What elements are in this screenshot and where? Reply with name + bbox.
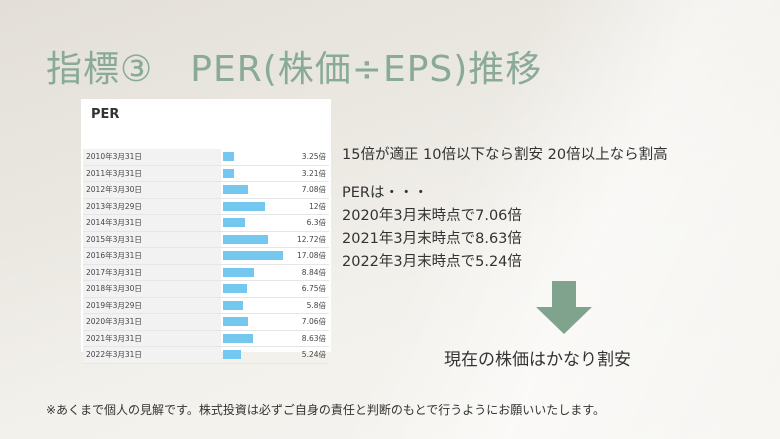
- chart-value-label: 3.21倍: [301, 168, 326, 178]
- chart-row: 2012年3月30日 7.08倍: [83, 182, 329, 199]
- conclusion-text: 現在の株価はかなり割安: [444, 350, 631, 370]
- chart-row: 2022年3月31日 5.24倍: [83, 347, 329, 364]
- chart-bar: [223, 300, 243, 310]
- chart-category-label: 2014年3月31日: [83, 215, 221, 231]
- chart-row: 2014年3月31日 6.3倍: [83, 215, 329, 232]
- chart-bar: [223, 201, 265, 211]
- chart-category-label: 2013年3月29日: [83, 198, 221, 214]
- chart-value-label: 7.08倍: [301, 185, 326, 195]
- chart-value-label: 12倍: [308, 201, 326, 211]
- slide-title: 指標③ PER(株価÷EPS)推移: [46, 49, 543, 90]
- chart-value-label: 17.08倍: [297, 251, 326, 261]
- chart-bar: [223, 234, 268, 244]
- chart-row: 2019年3月29日 5.8倍: [83, 297, 329, 314]
- chart-bar: [223, 152, 234, 161]
- chart-rows: 2010年3月31日 3.25倍 2011年3月31日 3.21倍 2012年3月30日…: [83, 149, 329, 364]
- per-line-2020: 2020年3月末時点で7.06倍: [342, 208, 522, 224]
- chart-row: 2015年3月31日 12.72倍: [83, 231, 329, 248]
- chart-bar: [223, 185, 248, 194]
- chart-category-label: 2011年3月31日: [83, 165, 221, 181]
- disclaimer-note: ※あくまで個人の見解です。株式投資は必ずご自身の責任と判断のもとで行うようにお願…: [46, 403, 606, 417]
- chart-title: PER: [91, 107, 120, 122]
- chart-category-label: 2016年3月31日: [83, 248, 221, 264]
- chart-value-label: 5.8倍: [306, 300, 326, 310]
- per-chart-panel: PER 2010年3月31日 3.25倍 2011年3月31日 3.21倍 2012年3…: [81, 99, 331, 364]
- chart-row: 2020年3月31日 7.06倍: [83, 314, 329, 331]
- chart-row: 2010年3月31日 3.25倍: [83, 149, 329, 166]
- chart-bar: [223, 317, 248, 326]
- chart-category-label: 2020年3月31日: [83, 314, 221, 330]
- chart-row: 2018年3月30日 6.75倍: [83, 281, 329, 298]
- chart-row: 2017年3月31日 8.84倍: [83, 264, 329, 281]
- chart-bar: [223, 284, 247, 293]
- chart-bar: [223, 251, 283, 260]
- chart-row: 2013年3月29日 12倍: [83, 198, 329, 215]
- chart-row: 2016年3月31日 17.08倍: [83, 248, 329, 265]
- chart-bar: [223, 333, 253, 343]
- chart-value-label: 3.25倍: [301, 152, 326, 162]
- chart-value-label: 8.84倍: [301, 267, 326, 277]
- per-line-2022: 2022年3月末時点で5.24倍: [342, 254, 522, 270]
- per-intro: PERは・・・: [342, 185, 428, 201]
- per-line-2021: 2021年3月末時点で8.63倍: [342, 231, 522, 247]
- chart-category-label: 2010年3月31日: [83, 149, 221, 165]
- chart-category-label: 2022年3月31日: [83, 347, 221, 363]
- chart-bar: [223, 218, 245, 227]
- chart-category-label: 2017年3月31日: [83, 264, 221, 280]
- chart-value-label: 5.24倍: [301, 350, 326, 360]
- chart-category-label: 2015年3月31日: [83, 231, 221, 247]
- chart-category-label: 2012年3月30日: [83, 182, 221, 198]
- chart-row: 2011年3月31日 3.21倍: [83, 165, 329, 182]
- chart-category-label: 2021年3月31日: [83, 330, 221, 346]
- chart-value-label: 12.72倍: [297, 234, 326, 244]
- down-arrow-icon: [536, 281, 592, 334]
- chart-bar: [223, 350, 241, 359]
- chart-value-label: 6.3倍: [306, 218, 326, 228]
- chart-value-label: 6.75倍: [301, 284, 326, 294]
- chart-bar: [223, 267, 254, 277]
- chart-category-label: 2019年3月29日: [83, 297, 221, 313]
- per-criteria: 15倍が適正 10倍以下なら割安 20倍以上なら割高: [342, 147, 668, 163]
- chart-category-label: 2018年3月30日: [83, 281, 221, 297]
- chart-value-label: 8.63倍: [301, 333, 326, 343]
- chart-value-label: 7.06倍: [301, 317, 326, 327]
- chart-bar: [223, 168, 234, 178]
- chart-row: 2021年3月31日 8.63倍: [83, 330, 329, 347]
